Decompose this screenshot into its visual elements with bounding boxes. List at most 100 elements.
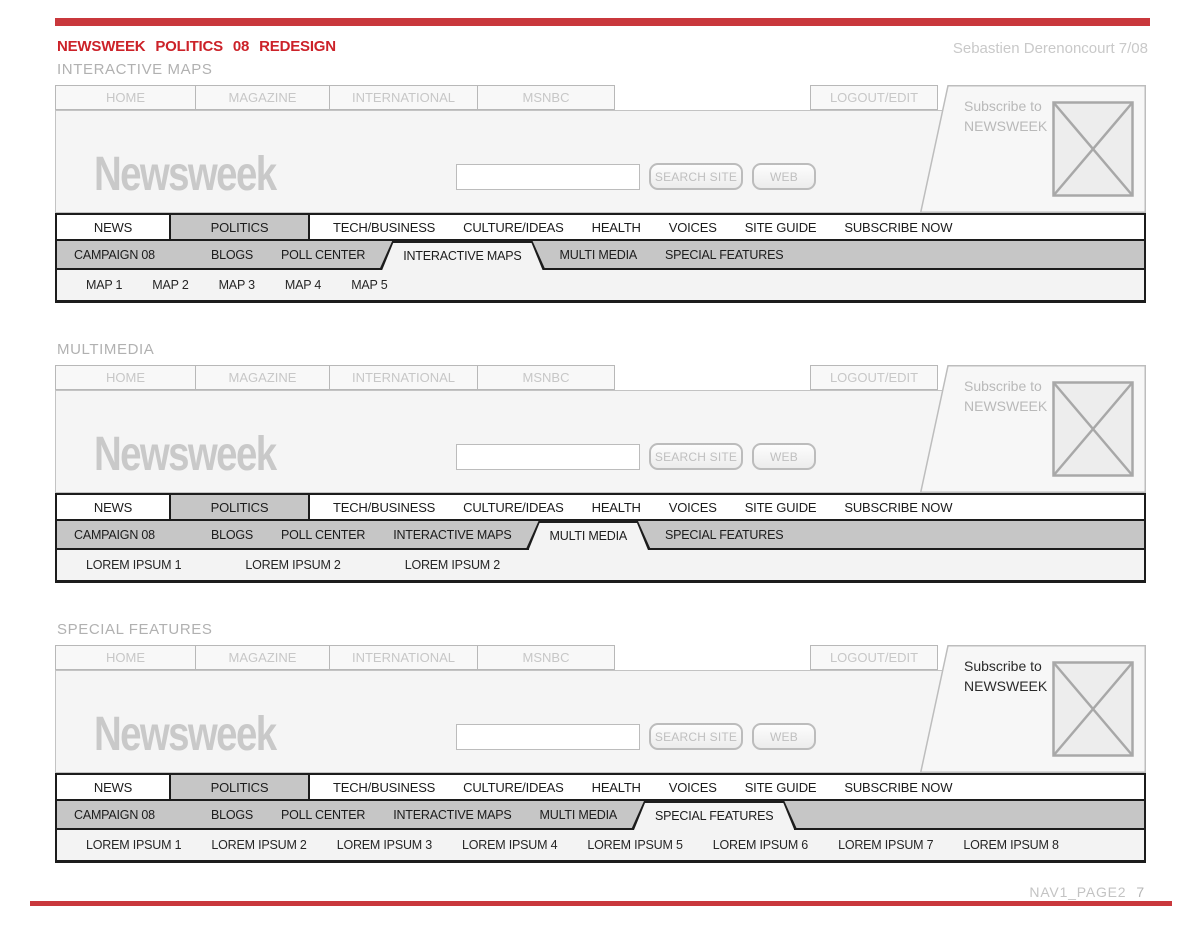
tertiary-nav-item-lorem-ipsum-2[interactable]: LOREM IPSUM 2 bbox=[211, 838, 307, 852]
main-nav-item-health[interactable]: HEALTH bbox=[591, 219, 641, 235]
secondary-nav-item-interactive-maps[interactable]: INTERACTIVE MAPS bbox=[393, 527, 512, 542]
main-nav-item-health[interactable]: HEALTH bbox=[591, 779, 641, 795]
secondary-nav-item-blogs[interactable]: BLOGS bbox=[210, 247, 254, 262]
secondary-nav-item-blogs[interactable]: BLOGS bbox=[210, 807, 254, 822]
tertiary-nav-item-lorem-ipsum-1[interactable]: LOREM IPSUM 1 bbox=[86, 838, 182, 852]
main-nav-item-news[interactable]: NEWS bbox=[57, 495, 171, 519]
newsweek-logo: Newsweek bbox=[94, 428, 277, 481]
tertiary-nav-item-map-4[interactable]: MAP 4 bbox=[284, 278, 322, 292]
main-nav-bar: NEWS POLITICS TECH/BUSINESS CULTURE/IDEAS HE… bbox=[55, 213, 1146, 241]
secondary-nav-bar: CAMPAIGN 08 BLOGS POLL CENTER INTERACTIVE M… bbox=[55, 801, 1146, 830]
search-input[interactable] bbox=[456, 723, 640, 750]
secondary-nav-active-label: SPECIAL FEATURES bbox=[654, 808, 774, 823]
main-nav-item-health[interactable]: HEALTH bbox=[591, 499, 641, 515]
main-nav-item-news[interactable]: NEWS bbox=[57, 215, 171, 239]
tertiary-nav-bar: LOREM IPSUM 1 LOREM IPSUM 2 LOREM IPSUM 3 L… bbox=[55, 830, 1146, 863]
subscribe-text: Subscribe to NEWSWEEK bbox=[964, 378, 1048, 414]
secondary-nav-item-blogs[interactable]: BLOGS bbox=[210, 527, 254, 542]
secondary-nav-item-poll-center[interactable]: POLL CENTER bbox=[281, 247, 366, 262]
search-input[interactable] bbox=[456, 443, 640, 470]
main-nav-item-tech-business[interactable]: TECH/BUSINESS bbox=[333, 779, 436, 795]
main-nav-item-site-guide[interactable]: SITE GUIDE bbox=[744, 499, 817, 515]
tertiary-nav-item-lorem-ipsum-2[interactable]: LOREM IPSUM 2 bbox=[404, 558, 501, 572]
image-placeholder-icon bbox=[1052, 661, 1134, 757]
main-nav-item-politics[interactable]: POLITICS bbox=[171, 775, 310, 799]
web-button[interactable]: WEB bbox=[752, 723, 816, 750]
top-tab-international[interactable]: INTERNATIONAL bbox=[329, 365, 478, 390]
secondary-nav-item-interactive-maps[interactable]: INTERACTIVE MAPS bbox=[393, 807, 512, 822]
top-tab-magazine[interactable]: MAGAZINE bbox=[195, 85, 330, 110]
secondary-nav-active-tab[interactable]: MULTI MEDIA bbox=[526, 521, 651, 550]
tertiary-nav-item-lorem-ipsum-1[interactable]: LOREM IPSUM 1 bbox=[86, 558, 182, 572]
main-nav-item-culture-ideas[interactable]: CULTURE/IDEAS bbox=[463, 779, 564, 795]
top-tab-home[interactable]: HOME bbox=[55, 365, 196, 390]
subscribe-panel[interactable]: Subscribe to NEWSWEEK bbox=[920, 645, 1146, 773]
secondary-nav-item-poll-center[interactable]: POLL CENTER bbox=[281, 527, 366, 542]
doc-title: NEWSWEEK POLITICS 08 REDESIGN bbox=[57, 38, 336, 55]
tertiary-nav-item-lorem-ipsum-6[interactable]: LOREM IPSUM 6 bbox=[712, 838, 809, 852]
secondary-nav-active-tab[interactable]: SPECIAL FEATURES bbox=[631, 801, 797, 830]
main-nav-item-voices[interactable]: VOICES bbox=[668, 779, 717, 795]
logout-edit-tab[interactable]: LOGOUT/EDIT bbox=[810, 85, 938, 110]
main-nav-item-site-guide[interactable]: SITE GUIDE bbox=[744, 219, 817, 235]
search-site-button[interactable]: SEARCH SITE bbox=[649, 443, 743, 470]
secondary-nav-active-label: MULTI MEDIA bbox=[549, 528, 628, 543]
main-nav-item-culture-ideas[interactable]: CULTURE/IDEAS bbox=[463, 219, 564, 235]
search-area: SEARCH SITE WEB bbox=[456, 443, 816, 470]
secondary-nav-item-campaign-08[interactable]: CAMPAIGN 08 bbox=[74, 247, 155, 262]
tertiary-nav-item-map-1[interactable]: MAP 1 bbox=[86, 278, 123, 292]
top-tab-home[interactable]: HOME bbox=[55, 85, 196, 110]
main-nav-item-subscribe-now[interactable]: SUBSCRIBE NOW bbox=[844, 499, 953, 515]
search-site-button[interactable]: SEARCH SITE bbox=[649, 163, 743, 190]
main-nav-item-subscribe-now[interactable]: SUBSCRIBE NOW bbox=[844, 219, 953, 235]
tertiary-nav-item-map-2[interactable]: MAP 2 bbox=[152, 278, 189, 292]
top-tab-international[interactable]: INTERNATIONAL bbox=[329, 85, 478, 110]
section-label: MULTIMEDIA bbox=[57, 341, 155, 358]
web-button[interactable]: WEB bbox=[752, 163, 816, 190]
top-tab-home[interactable]: HOME bbox=[55, 645, 196, 670]
secondary-nav-item-multi-media[interactable]: MULTI MEDIA bbox=[539, 807, 618, 822]
top-tab-msnbc[interactable]: MSNBC bbox=[477, 85, 615, 110]
top-tab-msnbc[interactable]: MSNBC bbox=[477, 645, 615, 670]
secondary-nav-item-poll-center[interactable]: POLL CENTER bbox=[281, 807, 366, 822]
tertiary-nav-item-lorem-ipsum-4[interactable]: LOREM IPSUM 4 bbox=[462, 838, 558, 852]
search-site-button[interactable]: SEARCH SITE bbox=[649, 723, 743, 750]
subscribe-panel[interactable]: Subscribe to NEWSWEEK bbox=[920, 85, 1146, 213]
tertiary-nav-item-map-3[interactable]: MAP 3 bbox=[218, 278, 255, 292]
main-nav-item-subscribe-now[interactable]: SUBSCRIBE NOW bbox=[844, 779, 953, 795]
tertiary-nav-item-map-5[interactable]: MAP 5 bbox=[351, 278, 388, 292]
web-button[interactable]: WEB bbox=[752, 443, 816, 470]
search-area: SEARCH SITE WEB bbox=[456, 163, 816, 190]
top-tab-msnbc[interactable]: MSNBC bbox=[477, 365, 615, 390]
main-nav-item-news[interactable]: NEWS bbox=[57, 775, 171, 799]
search-input[interactable] bbox=[456, 163, 640, 190]
top-tab-international[interactable]: INTERNATIONAL bbox=[329, 645, 478, 670]
secondary-nav-item-multi-media[interactable]: MULTI MEDIA bbox=[559, 247, 638, 262]
main-nav-item-politics[interactable]: POLITICS bbox=[171, 215, 310, 239]
tertiary-nav-item-lorem-ipsum-5[interactable]: LOREM IPSUM 5 bbox=[587, 838, 683, 852]
tertiary-nav-item-lorem-ipsum-8[interactable]: LOREM IPSUM 8 bbox=[963, 838, 1059, 852]
main-nav-item-voices[interactable]: VOICES bbox=[668, 219, 717, 235]
main-nav-item-culture-ideas[interactable]: CULTURE/IDEAS bbox=[463, 499, 564, 515]
main-nav-item-tech-business[interactable]: TECH/BUSINESS bbox=[333, 499, 436, 515]
top-tab-magazine[interactable]: MAGAZINE bbox=[195, 365, 330, 390]
secondary-nav-item-campaign-08[interactable]: CAMPAIGN 08 bbox=[74, 527, 155, 542]
secondary-nav-item-special-features[interactable]: SPECIAL FEATURES bbox=[664, 527, 784, 542]
secondary-nav-item-campaign-08[interactable]: CAMPAIGN 08 bbox=[74, 807, 155, 822]
tertiary-nav-item-lorem-ipsum-7[interactable]: LOREM IPSUM 7 bbox=[838, 838, 934, 852]
main-nav-item-site-guide[interactable]: SITE GUIDE bbox=[744, 779, 817, 795]
logout-edit-tab[interactable]: LOGOUT/EDIT bbox=[810, 645, 938, 670]
tertiary-nav-item-lorem-ipsum-2[interactable]: LOREM IPSUM 2 bbox=[245, 558, 341, 572]
secondary-nav-active-tab[interactable]: INTERACTIVE MAPS bbox=[379, 241, 545, 270]
main-nav-item-tech-business[interactable]: TECH/BUSINESS bbox=[333, 219, 436, 235]
secondary-nav-item-special-features[interactable]: SPECIAL FEATURES bbox=[664, 247, 784, 262]
top-tabs-row: HOME MAGAZINE INTERNATIONAL MSNBC bbox=[55, 645, 615, 670]
tertiary-nav-bar: LOREM IPSUM 1 LOREM IPSUM 2 LOREM IPSUM 2 bbox=[55, 550, 1146, 583]
subscribe-panel[interactable]: Subscribe to NEWSWEEK bbox=[920, 365, 1146, 493]
top-tab-magazine[interactable]: MAGAZINE bbox=[195, 645, 330, 670]
main-nav-item-politics[interactable]: POLITICS bbox=[171, 495, 310, 519]
main-nav-item-voices[interactable]: VOICES bbox=[668, 499, 717, 515]
logout-edit-tab[interactable]: LOGOUT/EDIT bbox=[810, 365, 938, 390]
tertiary-nav-item-lorem-ipsum-3[interactable]: LOREM IPSUM 3 bbox=[336, 838, 433, 852]
